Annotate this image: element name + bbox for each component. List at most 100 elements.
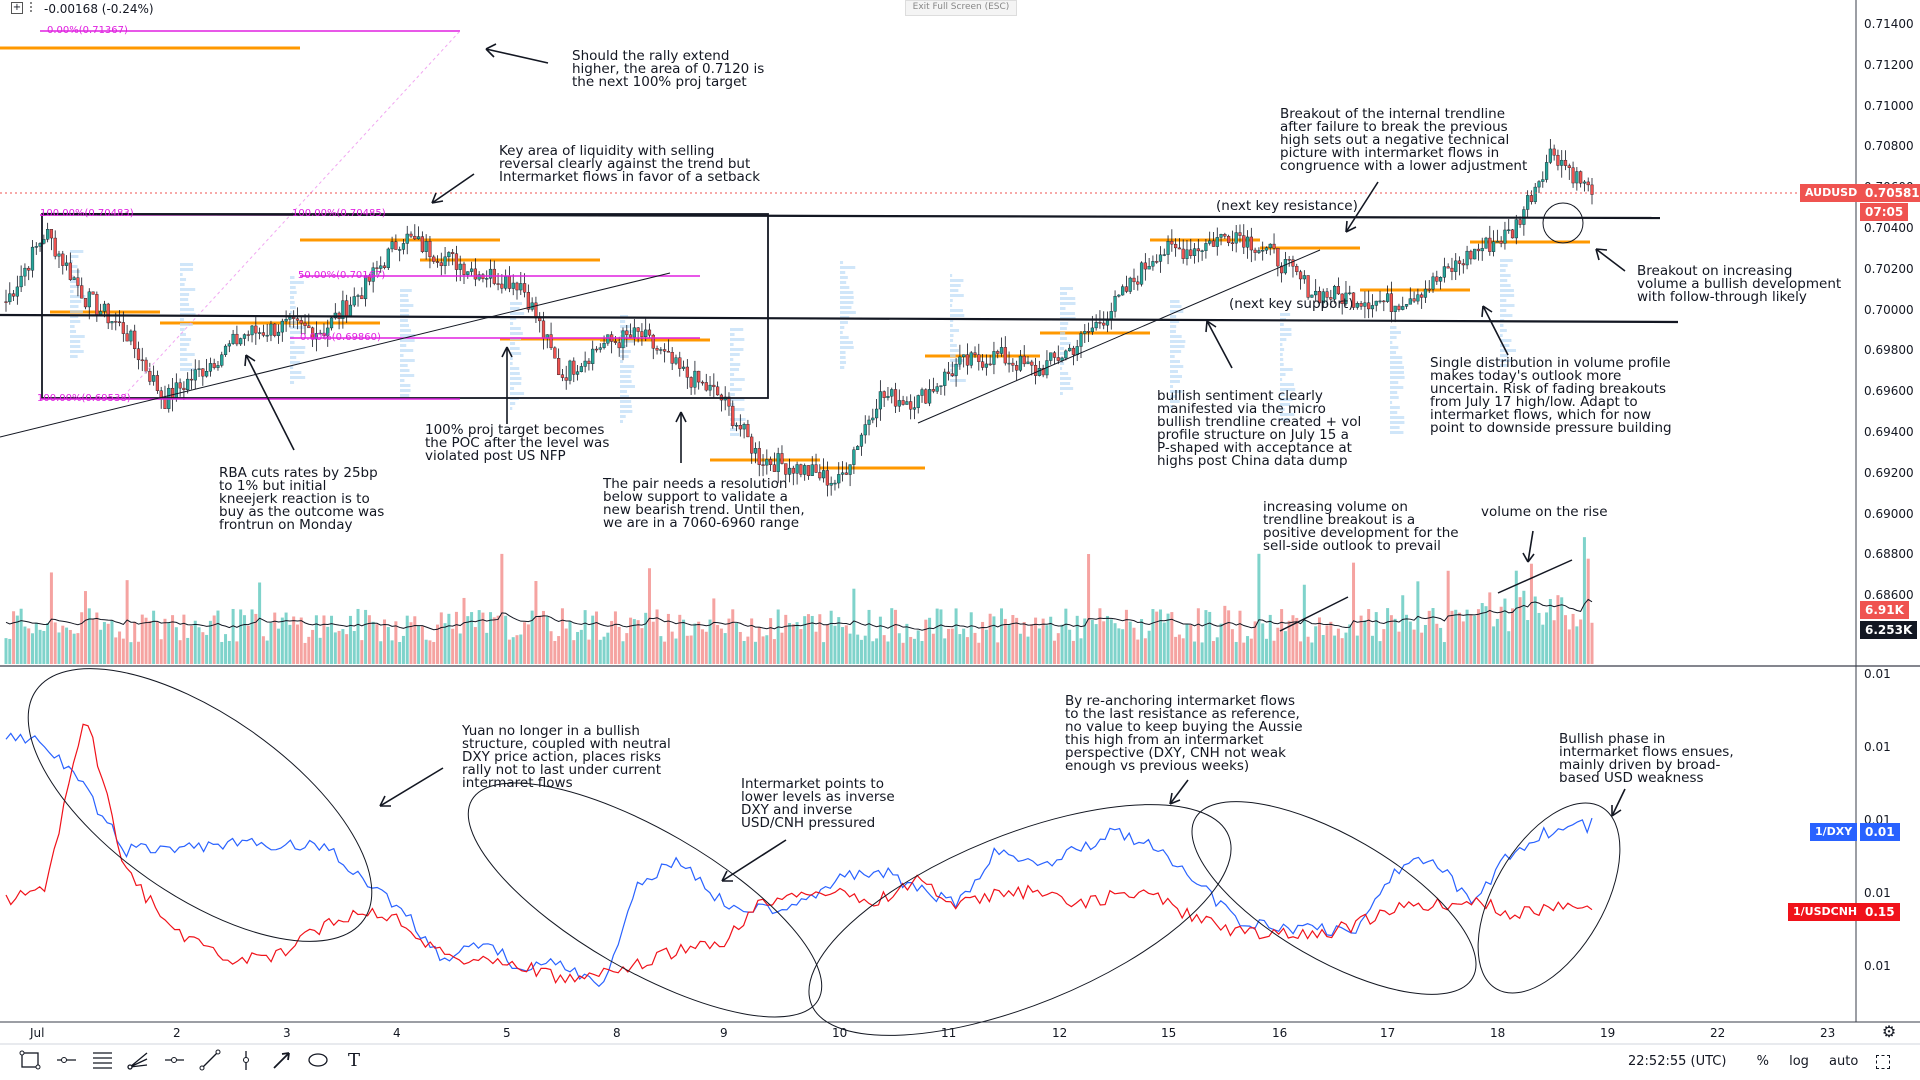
candle bbox=[322, 323, 326, 339]
clock-readout[interactable]: 22:52:55 (UTC) bbox=[1628, 1054, 1727, 1069]
volume-bar bbox=[1132, 627, 1136, 664]
key-support-line[interactable] bbox=[0, 313, 1679, 324]
candle bbox=[681, 360, 686, 371]
volume-profile-row bbox=[290, 331, 301, 334]
candle bbox=[15, 275, 19, 305]
arrow-volume-rise[interactable] bbox=[1527, 530, 1534, 563]
price-change: -0.00168 (-0.24%) bbox=[44, 2, 154, 16]
candle bbox=[110, 320, 114, 330]
exit-fullscreen-button[interactable]: Exit Full Screen (ESC) bbox=[905, 0, 1017, 16]
volume-bar bbox=[311, 629, 315, 664]
horizontal-ray-icon[interactable] bbox=[48, 1044, 84, 1076]
ellipse-retracement[interactable] bbox=[1164, 764, 1503, 1031]
candle bbox=[962, 354, 966, 368]
arrow-single-distribution[interactable] bbox=[1482, 305, 1509, 356]
arrow-reanchoring[interactable] bbox=[1169, 779, 1189, 805]
candle-body bbox=[212, 363, 216, 368]
candle-body bbox=[189, 378, 194, 381]
candle bbox=[1204, 239, 1208, 259]
arrow-line-icon[interactable] bbox=[264, 1044, 300, 1076]
volume-bar bbox=[148, 620, 152, 664]
volume-profile-row bbox=[1060, 302, 1076, 305]
candle-body bbox=[1507, 229, 1511, 232]
volume-profile-row bbox=[840, 271, 846, 274]
candle bbox=[1276, 247, 1280, 277]
volume-profile-row bbox=[1280, 383, 1295, 386]
volume-bar bbox=[231, 608, 235, 664]
volume-bar bbox=[931, 633, 935, 664]
volume-profile-row bbox=[1060, 307, 1066, 310]
drag-handle-icon[interactable] bbox=[30, 2, 40, 12]
gear-icon[interactable]: ⚙ bbox=[1881, 1024, 1897, 1041]
volume-bar bbox=[1473, 615, 1477, 664]
horizontal-line-icon[interactable] bbox=[156, 1044, 192, 1076]
arrow-breakout-volume[interactable] bbox=[1595, 248, 1626, 272]
candle bbox=[848, 464, 852, 487]
trend-line-icon[interactable] bbox=[192, 1044, 228, 1076]
ellipse-yuan[interactable] bbox=[0, 617, 415, 994]
candle bbox=[1473, 248, 1477, 260]
ellipse-intermarket-lower[interactable] bbox=[437, 739, 853, 1060]
arrow-bullish-phase[interactable] bbox=[1611, 788, 1626, 817]
volume-profile-row bbox=[950, 349, 959, 352]
volume-bar bbox=[106, 623, 110, 664]
candle-body bbox=[1416, 294, 1420, 302]
arrow-rally[interactable] bbox=[485, 48, 549, 64]
text-tool-icon[interactable]: T bbox=[336, 1044, 372, 1076]
arrow-liquidity[interactable] bbox=[431, 173, 475, 204]
rising-trendline[interactable] bbox=[0, 272, 671, 438]
candle-body bbox=[1295, 266, 1299, 272]
candle-body bbox=[280, 320, 284, 333]
candle bbox=[1291, 255, 1295, 278]
candle-body bbox=[405, 233, 409, 244]
arrow-rba[interactable] bbox=[245, 354, 295, 451]
candle-body bbox=[186, 378, 190, 391]
volume-bar bbox=[784, 614, 788, 664]
pitchfork-icon[interactable] bbox=[120, 1044, 156, 1076]
percent-toggle[interactable]: % bbox=[1756, 1054, 1769, 1069]
volume-profile-row bbox=[620, 325, 630, 328]
auto-toggle[interactable]: auto bbox=[1829, 1054, 1859, 1069]
volume-bar bbox=[568, 621, 572, 664]
volume-bar bbox=[1246, 636, 1250, 664]
candle-body bbox=[382, 265, 387, 268]
volume-profile-row bbox=[510, 352, 522, 355]
volume-bar bbox=[1476, 609, 1480, 664]
arrow-bullish-sentiment[interactable] bbox=[1206, 320, 1233, 369]
plus-square-icon[interactable]: + bbox=[11, 2, 23, 14]
arrow-intermarket-lower[interactable] bbox=[721, 839, 787, 882]
candle-body bbox=[174, 382, 178, 400]
micro-bullish-trendline[interactable] bbox=[917, 249, 1321, 424]
candle-body bbox=[916, 395, 920, 408]
volume-profile-row bbox=[840, 301, 854, 304]
arrow-yuan[interactable] bbox=[379, 767, 444, 807]
log-toggle[interactable]: log bbox=[1789, 1054, 1809, 1069]
breakout-circle[interactable] bbox=[1542, 202, 1584, 244]
volume-bar bbox=[1423, 624, 1427, 664]
volume-profile-row bbox=[1170, 365, 1184, 368]
volume-trendline-1[interactable] bbox=[1279, 596, 1349, 632]
key-resistance-line[interactable] bbox=[41, 212, 1661, 220]
arrow-breakout-trendline[interactable] bbox=[1345, 181, 1379, 233]
ellipse-tool-icon[interactable] bbox=[300, 1044, 336, 1076]
candle bbox=[1575, 167, 1579, 191]
volume-bar bbox=[856, 634, 860, 664]
candle bbox=[1162, 248, 1166, 257]
volume-bar bbox=[1071, 640, 1075, 664]
vertical-line-icon[interactable] bbox=[228, 1044, 264, 1076]
volume-trendline-2[interactable] bbox=[1497, 559, 1573, 594]
candle bbox=[136, 341, 141, 370]
ellipse-bullish-phase[interactable] bbox=[1449, 780, 1649, 1017]
fib-retracement-icon[interactable] bbox=[84, 1044, 120, 1076]
candle-body bbox=[549, 334, 553, 349]
candle bbox=[155, 370, 160, 394]
candle bbox=[186, 372, 190, 394]
maximize-icon[interactable] bbox=[1876, 1054, 1891, 1069]
candle bbox=[670, 347, 674, 371]
volume-bar bbox=[477, 610, 481, 664]
ellipse-reanchoring[interactable] bbox=[780, 757, 1261, 1080]
volume-profile-row bbox=[840, 326, 845, 329]
rectangle-tool-icon[interactable] bbox=[12, 1044, 48, 1076]
candle-body bbox=[621, 330, 625, 349]
